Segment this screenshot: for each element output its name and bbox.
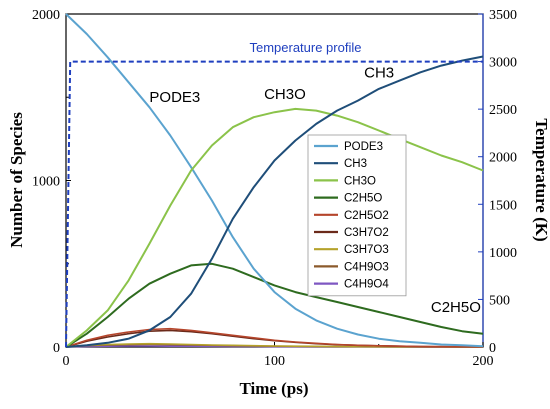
y-tick-label: 2000 [32,8,60,23]
legend-label: C3H7O2 [344,227,389,239]
annotation-label: PODE3 [149,89,200,106]
y2-tick-label: 1000 [489,246,517,261]
series-line-ch3o [65,107,484,348]
legend-label: C2H5O2 [344,210,389,222]
legend-label: CH3O [344,175,376,187]
axis-ticks: 0 100 200010002000050010001500200025003000… [32,8,517,369]
plot-frame [65,13,484,348]
annotation-label: C2H5O [431,299,481,316]
annotation-label: CH3O [264,86,306,103]
legend-label: PODE3 [344,141,383,153]
series-line-c2h5o [65,262,484,348]
y-tick-label: 1000 [32,175,60,190]
y2-tick-label: 3500 [489,8,517,23]
legend-label: CH3 [344,158,367,170]
series-line-pode3 [65,13,484,348]
annotation-layer: PODE3 CH3O CH3 C2H5O Temperature profile [149,40,481,316]
series-layer [65,13,484,348]
temperature-profile-line [65,60,483,348]
series-line-ch3 [65,55,484,348]
y-axis-title: Number of Species [7,112,26,248]
y-tick-label: 0 [53,341,60,356]
y2-axis-title: Temperature (K) [532,118,550,241]
legend-label: C2H5O [344,193,382,205]
y2-tick-label: 1500 [489,198,517,213]
y2-tick-label: 500 [489,293,510,308]
legend: PODE3 CH3 CH3O C2H5O C2H5O2 C3H7O2 C3H7O3 C4H9O… [307,134,407,297]
y2-tick-label: 3000 [489,56,517,71]
annotation-label: CH3 [364,64,394,81]
y2-tick-label: 2000 [489,151,517,166]
x-tick-label: 100 [264,354,285,369]
x-tick-label: 200 [473,354,494,369]
x-tick-label: 0 [63,354,70,369]
y2-tick-label: 2500 [489,103,517,118]
x-axis-title: Time (ps) [239,379,308,398]
series-line-c2h5o2 [65,327,484,348]
y2-tick-label: 0 [489,341,496,356]
legend-label: C4H9O3 [344,261,389,273]
legend-label: C4H9O4 [344,279,389,291]
annotation-label: Temperature profile [249,40,361,55]
legend-label: C3H7O3 [344,244,389,256]
